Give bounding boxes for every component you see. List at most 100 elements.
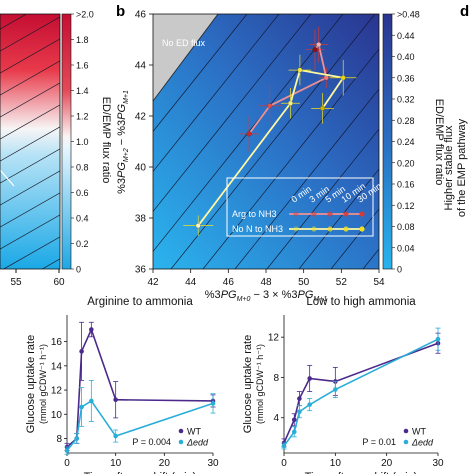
- a-contour-line: [0, 300, 65, 340]
- data-point: [74, 436, 80, 441]
- a-contour-line: [0, 192, 60, 228]
- p-value: P = 0.004: [132, 437, 171, 447]
- x-tick-label: 30: [207, 458, 219, 469]
- b-contour-line: [153, 14, 312, 213]
- x-tick-label: 10: [330, 458, 342, 469]
- data-point: [297, 409, 302, 415]
- b-legend-marker: [311, 211, 317, 217]
- b-contour-line: [202, 48, 379, 269]
- b-xtick: 44: [185, 277, 197, 288]
- data-point: [89, 327, 94, 332]
- a-contour-line: [0, 104, 60, 140]
- a-trajectory: [0, 169, 15, 187]
- panel-a-colorbar: 0 0.2 0.4 0.6 0.8 1.0 1.2 1.4 1.6 1.8 >2.0 ED/EMP …: [61, 10, 112, 275]
- data-point: [210, 401, 216, 406]
- panel-letter-b: b: [116, 3, 125, 20]
- a-xtick-60: 60: [53, 277, 65, 288]
- a-colorbar-tick: 1.0: [76, 137, 89, 147]
- b-ytick: 36: [135, 265, 147, 276]
- p-value: P = 0.01: [362, 437, 396, 447]
- data-point: [435, 336, 441, 342]
- b-data-point: [246, 131, 252, 137]
- panel-b-colorbar: 0 0.04 0.08 0.12 0.16 0.20 0.24 0.28 0.32 0.36 0.4…: [382, 10, 468, 275]
- legend-label: Δedd: [186, 438, 209, 448]
- data-point: [297, 396, 302, 401]
- a-contour-line: [0, 60, 60, 96]
- line-chart-title: Low to high ammonia: [306, 296, 416, 308]
- y-tick-label: 4: [273, 413, 279, 424]
- b-xlabel: %3PGM+0 − 3 × %3PGM+1: [205, 289, 328, 303]
- y-tick-label: 12: [51, 386, 63, 397]
- x-tick-label: 30: [432, 458, 444, 469]
- b-legend-marker: [359, 226, 365, 232]
- data-point: [281, 443, 287, 449]
- y-tick-label: 8: [273, 373, 279, 384]
- b-ytick: 38: [135, 214, 147, 225]
- y-tick-label: 10: [51, 410, 63, 421]
- a-colorbar-tick: 1.2: [76, 112, 89, 122]
- b-contour-line: [362, 248, 379, 269]
- a-contour-line: [41, 258, 60, 269]
- b-contour-line: [234, 88, 379, 269]
- no-ed-flux-label: No ED flux: [162, 38, 206, 48]
- y-axis-label: Glucose uptake rate: [242, 335, 254, 433]
- a-contour-line: [0, 148, 60, 184]
- x-axis-label: Time after upshift (min): [305, 471, 418, 474]
- b-colorbar-tick: >0.48: [397, 10, 420, 20]
- b-colorbar-tick: 0: [397, 265, 402, 275]
- a-colorbar-tick: 0: [76, 265, 81, 275]
- b-legend-marker: [359, 211, 365, 217]
- b-data-point: [319, 105, 326, 111]
- b-xtick: 42: [147, 277, 159, 288]
- x-tick-label: 0: [281, 458, 287, 469]
- b-colorbar-tick: 0.16: [397, 180, 415, 190]
- b-legend-marker: [327, 211, 333, 217]
- y-tick-label: 12: [268, 333, 280, 344]
- b-ytick: 46: [135, 10, 147, 21]
- a-contour-line: [0, 16, 60, 52]
- a-contour-line: [0, 38, 60, 74]
- series-line: [283, 342, 439, 444]
- b-data-point: [340, 75, 346, 81]
- a-colorbar-tick: 0.2: [76, 239, 89, 249]
- b-data-point: [297, 67, 303, 73]
- b-legend-marker: [327, 226, 333, 232]
- a-contour-line: [0, 214, 60, 250]
- data-point: [89, 398, 94, 404]
- data-point: [307, 376, 312, 381]
- b-xtick: 50: [298, 277, 310, 288]
- panel-letter-d: d: [460, 3, 469, 20]
- a-contour-line: [0, 0, 65, 10]
- b-colorbar-tick: 0.20: [397, 158, 415, 168]
- legend-label: WT: [412, 427, 426, 437]
- a-colorbar-tick: 1.8: [76, 35, 89, 45]
- x-axis-label: Time after upshift (min): [84, 471, 197, 474]
- line-chart-title: Arginine to ammonia: [87, 296, 193, 308]
- a-colorbar-tick: 1.6: [76, 61, 89, 71]
- b-data-point: [287, 100, 294, 106]
- b-legend-marker: [343, 211, 349, 217]
- data-point: [113, 433, 118, 439]
- chart-low-to-high-ammonia: Low to high ammonia 0 10 20 30 4 8 12 Time after…: [242, 296, 444, 474]
- a-contour-line: [0, 126, 60, 162]
- b-data-point: [323, 75, 329, 81]
- chart-arginine-to-ammonia: Arginine to ammonia 0 10 20 30 8 10 12 14 16 Time …: [25, 296, 219, 474]
- a-contour-line: [0, 14, 28, 30]
- b-ytick: 40: [135, 163, 147, 174]
- b-contour-line: [153, 14, 280, 173]
- a-contour-line: [0, 82, 60, 118]
- b-ylabel: %3PGM+2 − %3PGM+1: [116, 90, 130, 194]
- data-point: [333, 387, 338, 392]
- a-colorbar-label: ED/EMP flux ratio: [100, 97, 112, 184]
- b-colorbar-tick: 0.32: [397, 95, 415, 105]
- y-axis-unit: (mmol gCDW⁻¹ h⁻¹): [38, 344, 48, 424]
- b-legend-marker: [343, 226, 349, 232]
- b-data-point: [316, 42, 322, 48]
- b-contour-line: [266, 128, 379, 269]
- b-colorbar-tick: 0.12: [397, 201, 415, 211]
- b-contour-line: [153, 14, 248, 133]
- x-tick-label: 20: [159, 458, 171, 469]
- data-point: [64, 448, 70, 453]
- a-colorbar-tick: 1.4: [76, 86, 89, 96]
- legend-marker: [178, 428, 184, 434]
